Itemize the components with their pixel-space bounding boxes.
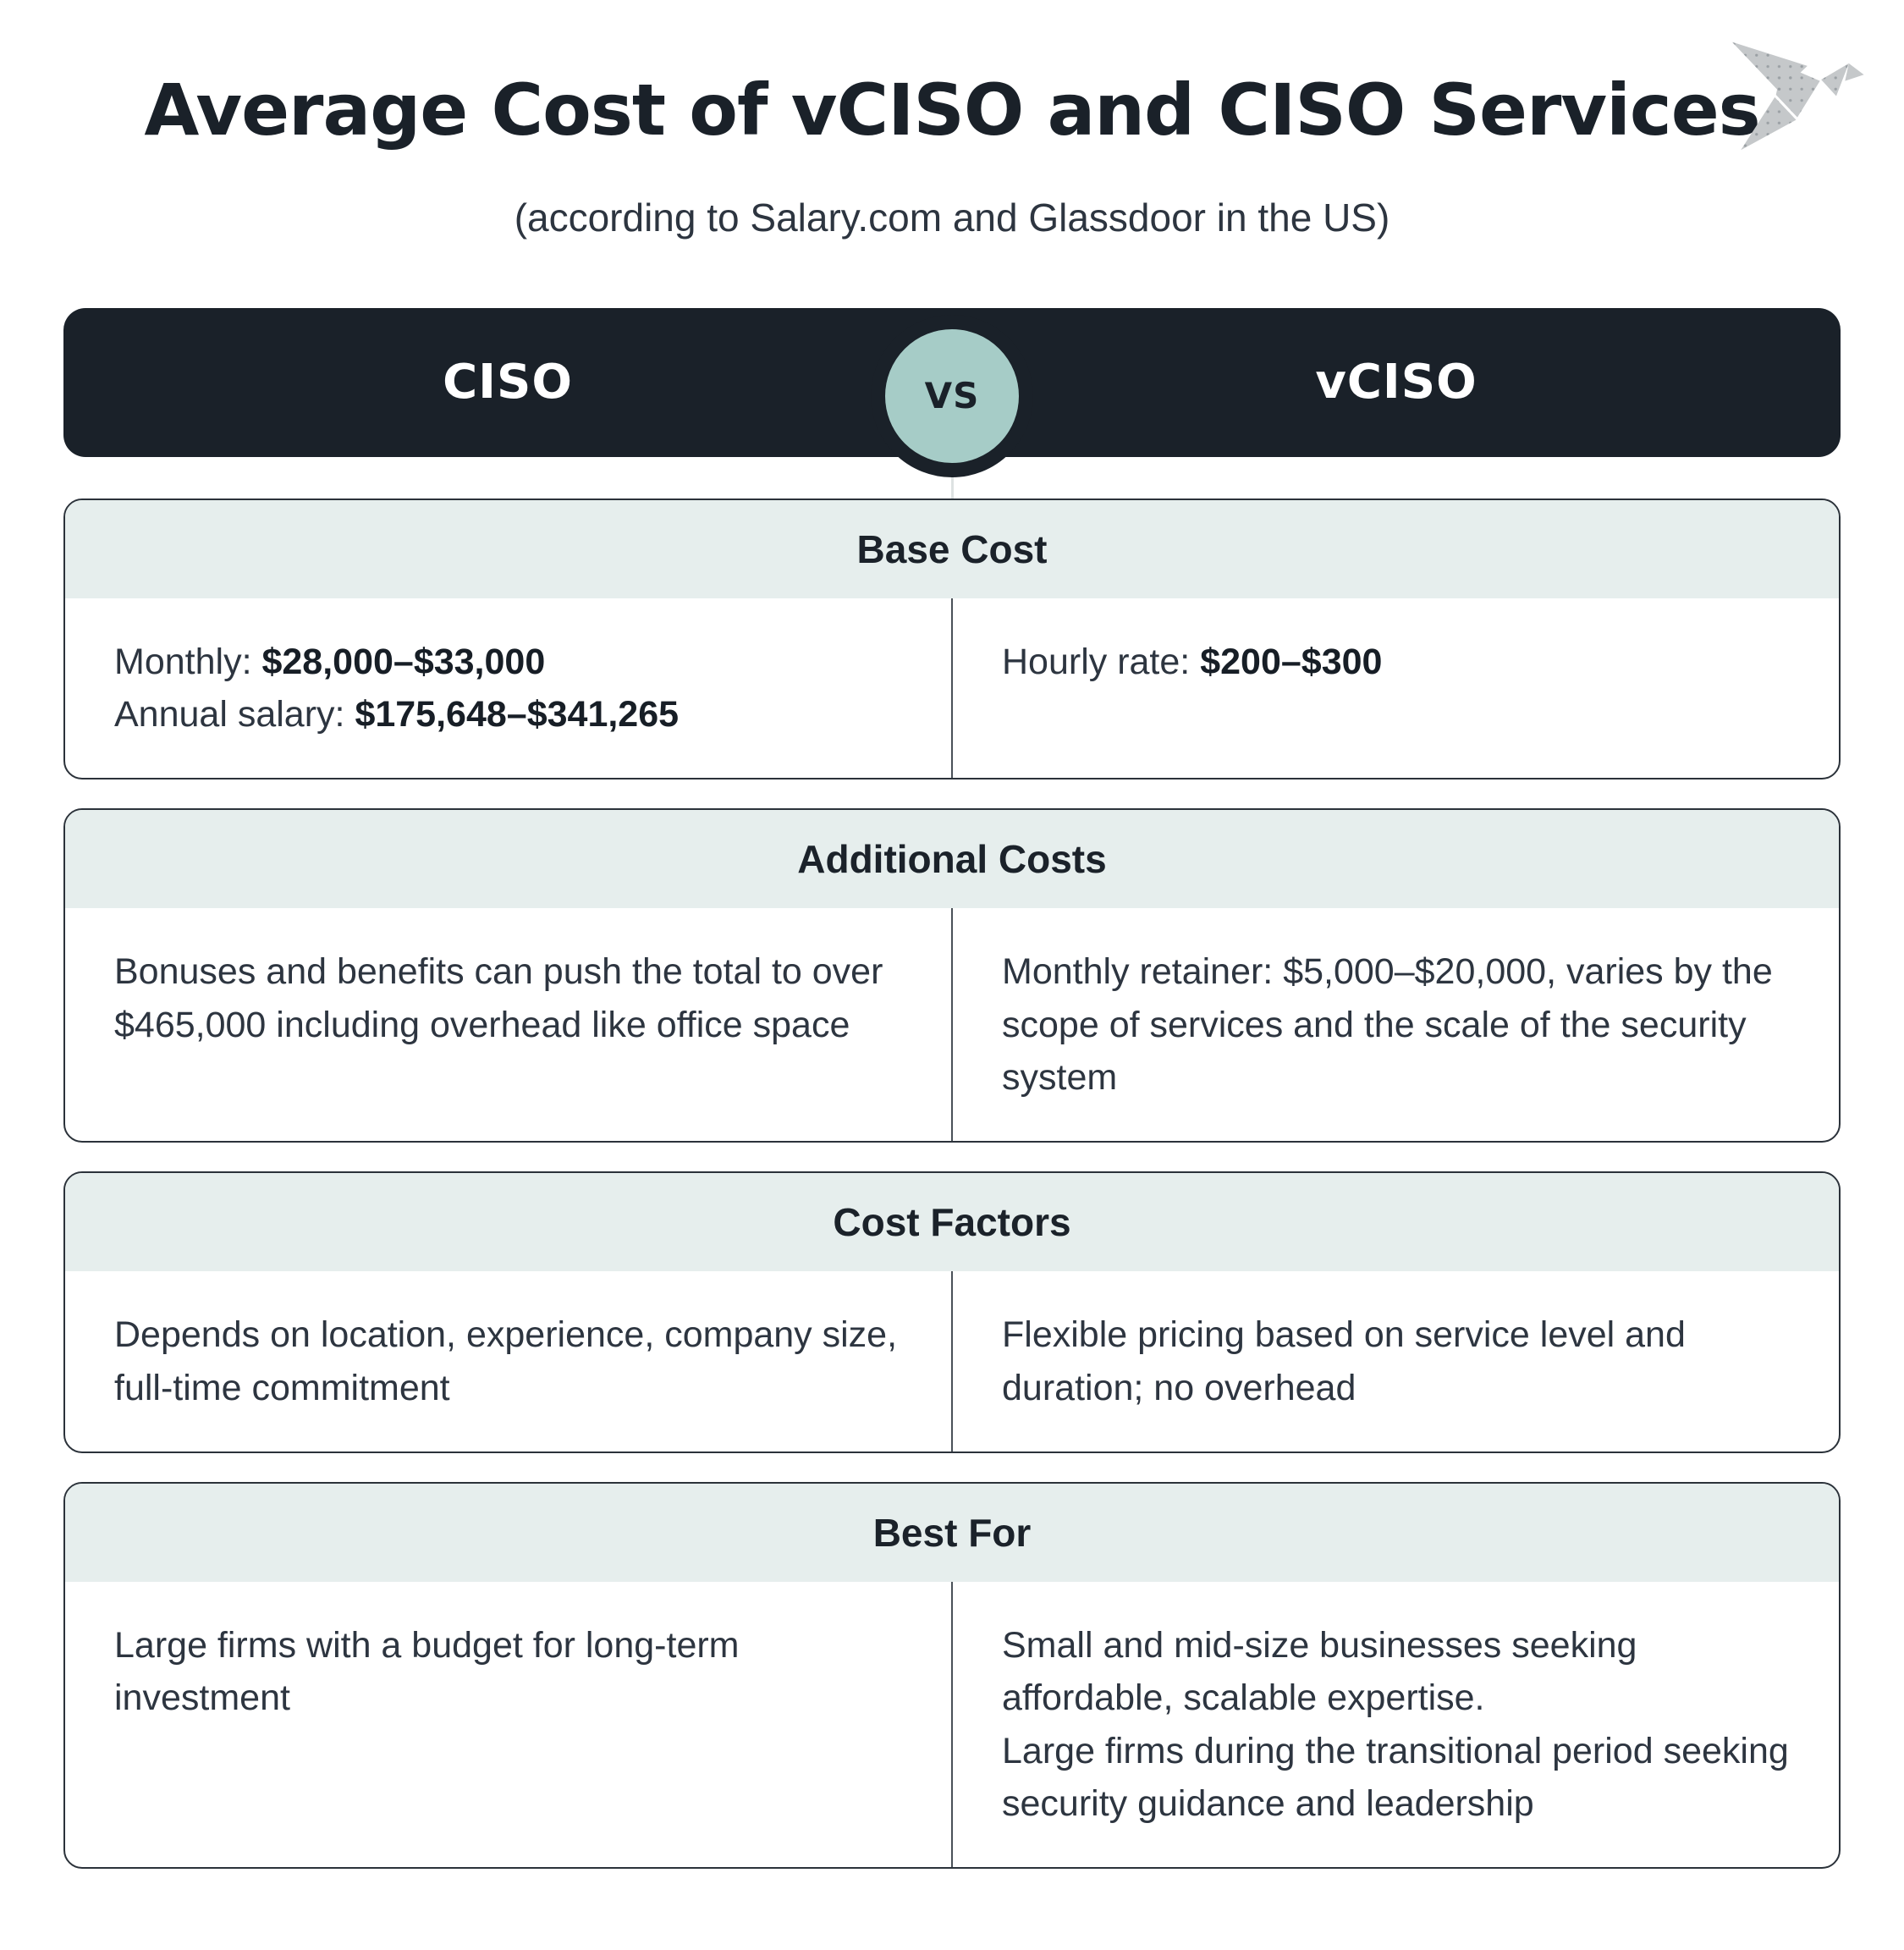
vciso-text-line-1: Small and mid-size businesses seeking af… [1002,1625,1637,1719]
section-card-best-for: Best For Large firms with a budget for l… [63,1482,1841,1870]
ciso-additional-costs-cell: Bonuses and benefits can push the total … [65,908,951,1141]
cost-label: Monthly: [114,641,262,682]
cost-value: $175,648–$341,265 [355,694,680,735]
cost-label: Annual salary: [114,694,355,735]
ciso-cost-factors-cell: Depends on location, experience, company… [65,1271,951,1451]
ciso-base-cost-cell: Monthly: $28,000–$33,000 Annual salary: … [65,598,951,779]
column-divider-connector [950,456,954,499]
vs-badge: VS [871,314,1033,477]
section-card-cost-factors: Cost Factors Depends on location, experi… [63,1171,1841,1454]
header-vciso-label: vCISO [1315,355,1478,410]
vciso-cost-factors-cell: Flexible pricing based on service level … [951,1271,1839,1452]
section-body-cost-factors: Depends on location, experience, company… [65,1271,1839,1452]
section-header-base-cost: Base Cost [65,499,1839,598]
vs-badge-label: VS [924,375,980,417]
cost-row: Hourly rate: $200–$300 [1002,636,1790,688]
page-subtitle: (according to Salary.com and Glassdoor i… [514,195,1390,240]
section-header-cost-factors: Cost Factors [65,1173,1839,1272]
vciso-text: Flexible pricing based on service level … [1002,1314,1686,1408]
ciso-text: Depends on location, experience, company… [114,1314,898,1408]
section-card-additional-costs: Additional Costs Bonuses and benefits ca… [63,808,1841,1143]
comparison-header-bar: CISO vCISO VS [63,307,1841,477]
section-header-additional-costs: Additional Costs [65,810,1839,909]
ciso-text: Bonuses and benefits can push the total … [114,951,883,1045]
vciso-text-line-2: Large firms during the transitional peri… [1002,1730,1789,1825]
vciso-best-for-cell: Small and mid-size businesses seeking af… [951,1582,1839,1868]
cost-value: $28,000–$33,000 [261,641,546,682]
section-body-additional-costs: Bonuses and benefits can push the total … [65,908,1839,1142]
section-header-best-for: Best For [65,1484,1839,1583]
vciso-base-cost-cell: Hourly rate: $200–$300 [951,598,1839,779]
origami-bird-logo-icon [1731,41,1864,151]
cost-row: Annual salary: $175,648–$341,265 [114,688,902,741]
vciso-text: Monthly retainer: $5,000–$20,000, varies… [1002,951,1773,1099]
content-column: CISO vCISO VS Base Cost Monthly: $28,000… [63,307,1841,1870]
page-title: Average Cost of vCISO and CISO Services [144,69,1760,151]
section-body-base-cost: Monthly: $28,000–$33,000 Annual salary: … [65,598,1839,779]
header-ciso-label: CISO [443,355,573,410]
cost-label: Hourly rate: [1002,641,1201,682]
ciso-text: Large firms with a budget for long-term … [114,1625,740,1719]
ciso-best-for-cell: Large firms with a budget for long-term … [65,1582,951,1867]
vciso-additional-costs-cell: Monthly retainer: $5,000–$20,000, varies… [951,908,1839,1142]
section-card-base-cost: Base Cost Monthly: $28,000–$33,000 Annua… [63,498,1841,780]
cost-value: $200–$300 [1200,641,1383,682]
cost-row: Monthly: $28,000–$33,000 [114,636,902,688]
section-body-best-for: Large firms with a budget for long-term … [65,1582,1839,1868]
